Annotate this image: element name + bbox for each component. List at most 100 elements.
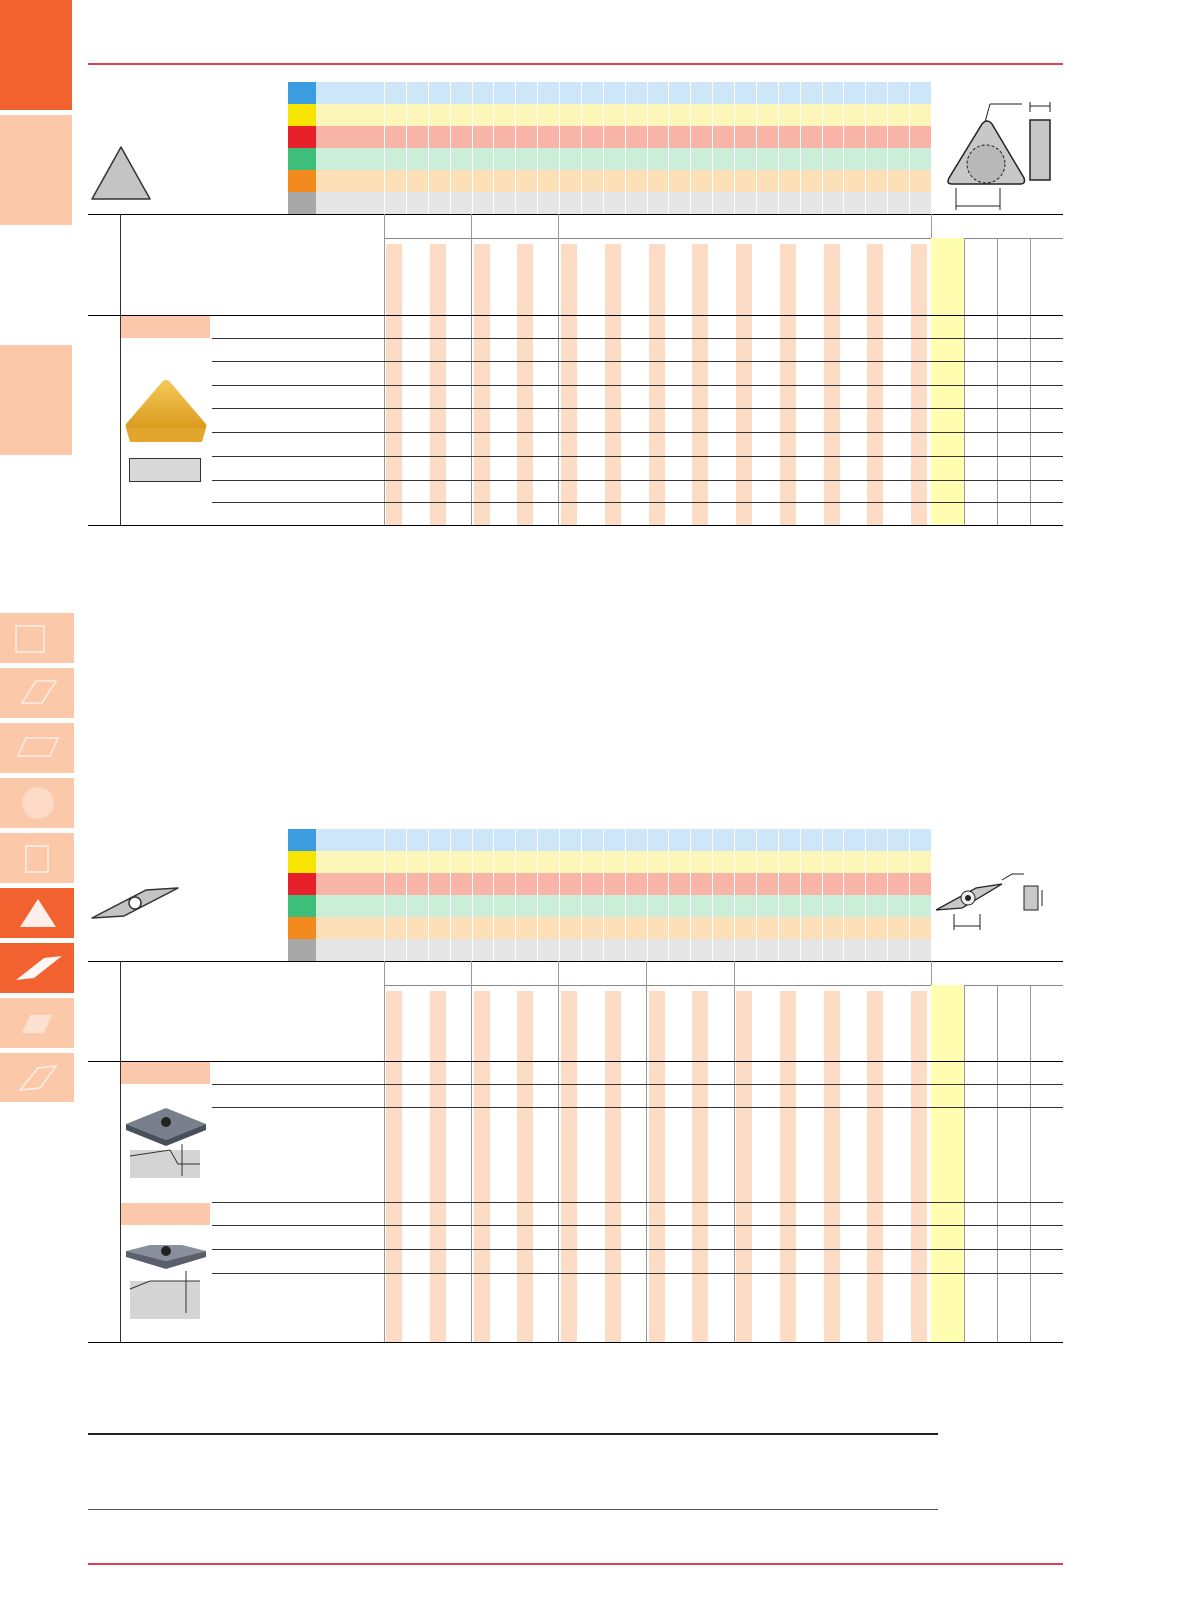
rhombus-80-icon — [0, 728, 72, 768]
band-col-line — [778, 82, 779, 214]
dim-col-line — [997, 985, 998, 1342]
band-col-line — [909, 82, 910, 214]
chipbreaker-tag — [121, 1203, 210, 1225]
iso-chip-H — [288, 939, 316, 961]
row-line — [212, 1225, 1063, 1226]
iso-chip-P — [288, 829, 316, 851]
band-col-line — [472, 829, 473, 961]
dim-col-line — [997, 238, 998, 525]
shape-tab-5[interactable] — [0, 833, 74, 883]
iso-chip-N — [288, 895, 316, 917]
parallelogram-icon — [0, 673, 72, 713]
band-col-line — [406, 82, 407, 214]
shape-tab-1[interactable] — [0, 613, 74, 663]
band-col-line — [450, 829, 451, 961]
band-col-line — [647, 829, 648, 961]
grade-stripe — [911, 244, 927, 525]
band-col-line — [778, 829, 779, 961]
grade-stripe — [605, 244, 621, 525]
band-col-line — [515, 82, 516, 214]
row-line — [212, 1084, 1063, 1085]
iso-band-K — [316, 126, 931, 148]
band-col-line — [690, 82, 691, 214]
iso-chip-N — [288, 148, 316, 170]
grade-stripe — [561, 244, 577, 525]
triangle-insert-gold-icon — [122, 378, 210, 460]
band-col-line — [887, 829, 888, 961]
group-divider — [471, 214, 472, 525]
shape-tab-7[interactable] — [0, 943, 74, 993]
row-line — [212, 456, 1063, 457]
dim-col-line — [1030, 238, 1031, 525]
grade-stripe — [430, 244, 446, 525]
circle-icon — [0, 783, 72, 823]
iso-band-M — [316, 851, 931, 873]
dim-col-line — [964, 985, 965, 1342]
row-line — [212, 480, 1063, 481]
grade-stripe — [736, 991, 752, 1342]
iso-chip-K — [288, 873, 316, 895]
row-line — [212, 408, 1063, 409]
dim-col-line — [964, 238, 965, 525]
band-col-line — [559, 829, 560, 961]
highlight-column — [931, 238, 964, 525]
shape-tab-2[interactable] — [0, 668, 74, 718]
table-bottom-rule — [88, 525, 1063, 526]
chapter-tab[interactable] — [0, 345, 72, 455]
band-col-line — [734, 82, 735, 214]
grade-stripe — [386, 991, 402, 1342]
grade-stripe — [649, 244, 665, 525]
iso-band-H — [316, 939, 931, 961]
square-small-icon — [0, 838, 72, 878]
iso-chip-M — [288, 851, 316, 873]
band-col-line — [931, 829, 932, 961]
band-col-line — [559, 82, 560, 214]
band-col-line — [493, 82, 494, 214]
shape-tab-8[interactable] — [0, 998, 74, 1048]
grade-area-border — [384, 961, 385, 1342]
shape-tab-9[interactable] — [0, 1053, 74, 1102]
band-col-line — [734, 829, 735, 961]
footnote-rule-bottom — [88, 1509, 938, 1510]
grade-area-border — [384, 214, 385, 525]
grade-stripe — [517, 244, 533, 525]
insert-side-profile — [129, 458, 201, 482]
table-header-rule — [88, 961, 1063, 962]
insert-table-triangle — [0, 0, 1191, 540]
group-divider — [734, 961, 735, 1342]
left-border — [120, 214, 121, 525]
iso-band-M — [316, 104, 931, 126]
band-col-line — [384, 82, 385, 214]
row-line — [212, 338, 1063, 339]
band-col-line — [472, 82, 473, 214]
trigon-icon — [0, 1058, 72, 1098]
iso-band-S — [316, 917, 931, 939]
band-col-line — [537, 82, 538, 214]
band-col-line — [581, 829, 582, 961]
row-line — [212, 1107, 1063, 1108]
band-col-line — [406, 829, 407, 961]
band-col-line — [800, 829, 801, 961]
row-line — [212, 432, 1063, 433]
band-col-line — [384, 829, 385, 961]
footnote-rule-top — [88, 1433, 938, 1435]
band-col-line — [625, 82, 626, 214]
grade-stripe — [824, 991, 840, 1342]
band-col-line — [515, 829, 516, 961]
dim-col-line — [1030, 985, 1031, 1342]
iso-band-P — [316, 829, 931, 851]
table-header-rule — [88, 214, 1063, 215]
group-divider — [646, 961, 647, 1342]
band-col-line — [625, 829, 626, 961]
grade-stripe — [561, 991, 577, 1342]
shape-tab-6[interactable] — [0, 888, 74, 938]
left-border — [120, 961, 121, 1342]
grade-stripe — [736, 244, 752, 525]
shape-tab-3[interactable] — [0, 723, 74, 773]
shape-tab-4[interactable] — [0, 778, 74, 828]
rhombus-insert-gray-icon-2 — [120, 1241, 212, 1325]
chapter-tab[interactable] — [0, 115, 72, 225]
chapter-tab-active[interactable] — [0, 0, 72, 110]
rhombus-35-icon — [0, 948, 72, 988]
row-line — [212, 385, 1063, 386]
